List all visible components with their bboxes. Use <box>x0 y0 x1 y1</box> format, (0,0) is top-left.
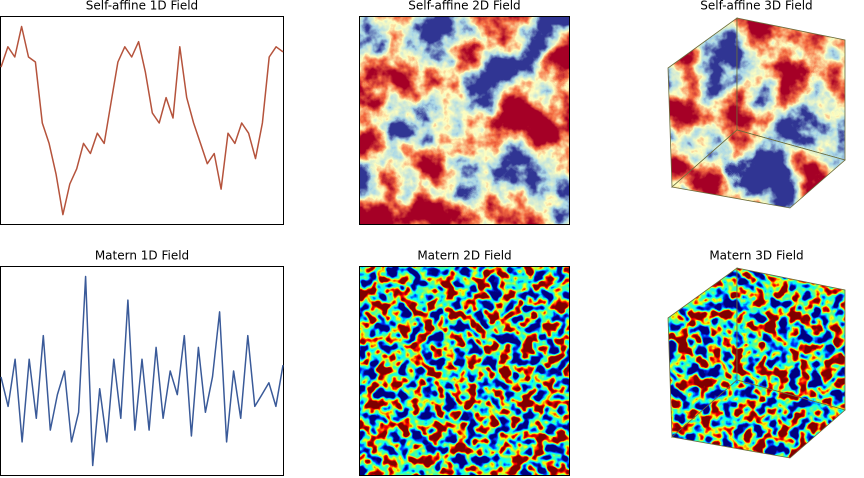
cube <box>667 267 846 459</box>
field-line <box>0 25 284 216</box>
panel-title: Self-affine 2D Field <box>408 0 520 13</box>
plot-frame <box>359 16 570 225</box>
plot-frame <box>0 266 284 476</box>
plot-frame <box>359 266 570 476</box>
plot-frame <box>0 16 284 225</box>
face-edge <box>671 129 846 209</box>
cube <box>667 17 846 209</box>
panel-title: Self-affine 3D Field <box>700 0 812 13</box>
field-line <box>0 275 284 467</box>
panel-title: Matern 1D Field <box>95 249 189 263</box>
panel-title: Matern 2D Field <box>417 249 511 263</box>
field-image <box>359 266 570 476</box>
panel-title: Self-affine 1D Field <box>86 0 198 13</box>
field-image <box>359 16 570 225</box>
face-edge <box>671 379 846 459</box>
panel-title: Matern 3D Field <box>709 249 803 263</box>
